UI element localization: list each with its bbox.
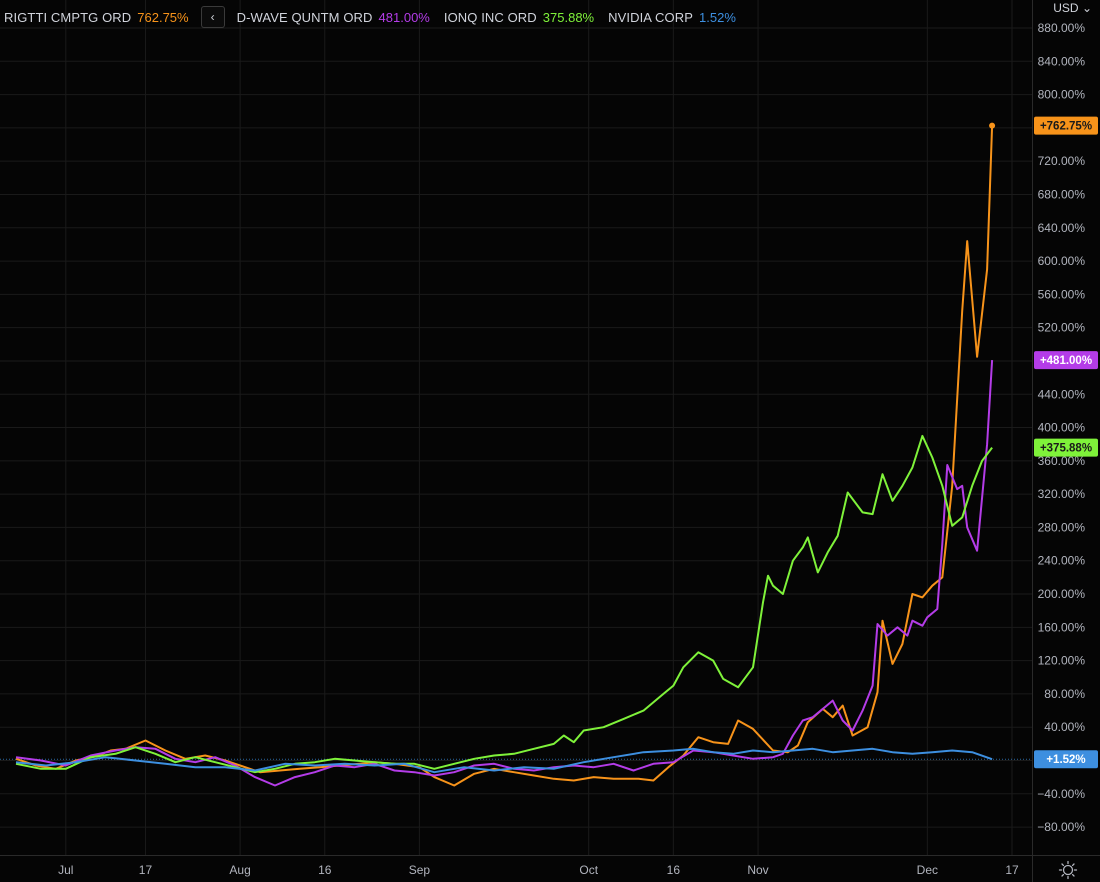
chevron-down-icon: ⌄ — [1081, 1, 1092, 15]
legend-series-name: RIGTTI CMPTG ORD — [4, 9, 132, 25]
x-tick-label: 16 — [667, 863, 681, 877]
series-line-d-wave-quntm-ord[interactable] — [15, 360, 994, 787]
x-tick-label: Jul — [58, 863, 73, 877]
y-tick-label: −40.00% — [1037, 787, 1085, 801]
y-tick-label: 520.00% — [1038, 321, 1086, 335]
y-tick-label: 80.00% — [1044, 687, 1085, 701]
legend-series-name: D-WAVE QUNTM ORD — [236, 9, 373, 25]
last-value-tag — [1034, 351, 1098, 370]
y-tick-label: 680.00% — [1038, 187, 1086, 201]
y-tick-label: 120.00% — [1038, 654, 1086, 668]
y-tick-label: 560.00% — [1038, 287, 1086, 301]
chevron-left-icon: ‹ — [210, 10, 215, 24]
series-line-nvidia-corp[interactable] — [15, 747, 993, 774]
last-value-tag — [1034, 750, 1098, 769]
x-axis: Jul 17 Aug 16 Sep Oct 16 Nov Dec 17 — [58, 863, 1019, 877]
legend-item-dwave[interactable]: D-WAVE QUNTM ORD 481.00% — [237, 10, 430, 25]
y-tick-label: 440.00% — [1038, 387, 1086, 401]
y-tick-label: 640.00% — [1038, 221, 1086, 235]
series-lines — [15, 122, 996, 787]
x-tick-label: Sep — [409, 863, 431, 877]
legend: RIGTTI CMPTG ORD 762.75% ‹ D-WAVE QUNTM … — [4, 6, 750, 28]
currency-label: USD — [1053, 1, 1079, 15]
legend-item-rigetti[interactable]: RIGTTI CMPTG ORD 762.75% — [4, 10, 189, 25]
y-tick-label: 720.00% — [1038, 154, 1086, 168]
y-tick-label: 240.00% — [1038, 554, 1086, 568]
y-tick-label: 40.00% — [1044, 720, 1085, 734]
y-axis: 880.00% 840.00% 800.00% 720.00% 680.00% 640.0… — [1037, 21, 1085, 834]
y-tick-label: 880.00% — [1038, 21, 1086, 35]
legend-item-ionq[interactable]: IONQ INC ORD 375.88% — [444, 10, 594, 25]
y-tick-label: −80.00% — [1037, 820, 1085, 834]
series-line-ionq-inc-ord[interactable] — [15, 434, 993, 774]
x-tick-label: 17 — [139, 863, 153, 877]
y-tick-label: 840.00% — [1038, 54, 1086, 68]
x-tick-label: Aug — [229, 863, 250, 877]
y-tick-label: 800.00% — [1038, 88, 1086, 102]
y-tick-label: 360.00% — [1038, 454, 1086, 468]
y-tick-label: 200.00% — [1038, 587, 1086, 601]
y-tick-label: 400.00% — [1038, 421, 1086, 435]
legend-item-nvidia[interactable]: NVIDIA CORP 1.52% — [608, 10, 736, 25]
settings-gear-icon[interactable] — [1058, 860, 1078, 880]
last-value-tag-label: +762.75% — [1040, 121, 1092, 133]
last-point-marker — [989, 122, 996, 129]
last-value-tag — [1034, 116, 1098, 135]
y-tick-label: 600.00% — [1038, 254, 1086, 268]
x-tick-label: 17 — [1005, 863, 1019, 877]
currency-selector[interactable]: USD ⌄ — [1053, 1, 1092, 15]
last-value-tag-label: +1.52% — [1046, 754, 1085, 766]
legend-series-value: 481.00% — [378, 9, 430, 25]
y-tick-label: 280.00% — [1038, 520, 1086, 534]
legend-series-value: 375.88% — [542, 9, 595, 25]
last-value-tags: +762.75% +481.00% +375.88% +1.52% — [1034, 116, 1098, 769]
legend-series-name: NVIDIA CORP — [608, 9, 694, 25]
last-value-tag — [1034, 438, 1098, 457]
x-tick-label: Oct — [579, 863, 598, 877]
x-tick-label: 16 — [318, 863, 332, 877]
x-tick-label: Nov — [747, 863, 768, 877]
y-tick-label: 320.00% — [1038, 487, 1086, 501]
x-tick-label: Dec — [917, 863, 938, 877]
collapse-legend-button[interactable]: ‹ — [200, 6, 225, 28]
y-tick-label: 160.00% — [1038, 620, 1086, 634]
last-value-tag-label: +375.88% — [1040, 443, 1092, 455]
series-line-rigtti-cmptg-ord[interactable] — [15, 125, 994, 787]
legend-series-value: 1.52% — [699, 9, 736, 25]
legend-series-name: IONQ INC ORD — [443, 9, 537, 25]
legend-series-value: 762.75% — [137, 9, 189, 25]
last-value-tag-label: +481.00% — [1040, 355, 1092, 367]
